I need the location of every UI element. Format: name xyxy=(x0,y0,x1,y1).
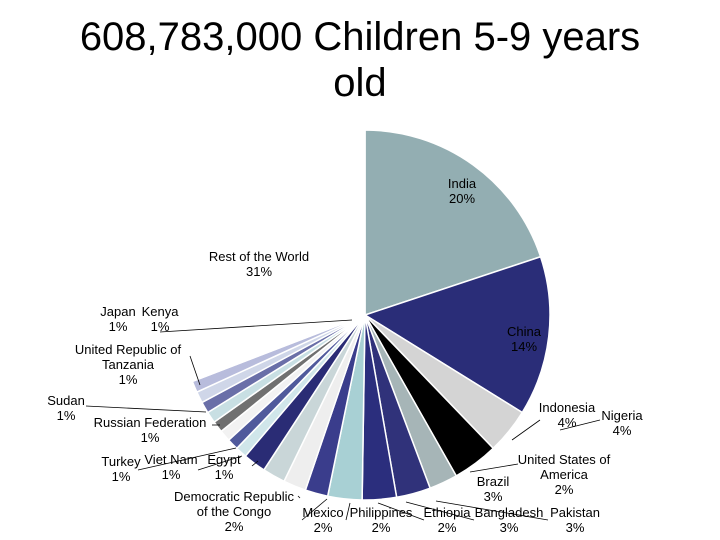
leader-line xyxy=(377,502,425,521)
leader-line xyxy=(435,500,549,521)
leader-line xyxy=(345,502,351,521)
leader-line xyxy=(559,419,601,431)
slice-label: Russian Federation 1% xyxy=(94,415,207,445)
slice-label: Turkey 1% xyxy=(101,454,141,484)
leader-line xyxy=(137,447,237,471)
slice-label: Egypt 1% xyxy=(207,452,241,482)
slice-labels: India 20% China 14% Indonesia 4% Nigeria 4% Unit… xyxy=(47,176,643,535)
leader-line xyxy=(85,405,207,413)
leader-line xyxy=(189,355,201,386)
leader-line xyxy=(297,495,301,499)
slice-label: Mexico 2% xyxy=(302,505,343,535)
slice-label: China 14% xyxy=(507,324,542,354)
slice-label: Viet Nam 1% xyxy=(144,452,197,482)
slice-label: India 20% xyxy=(448,176,477,206)
leader-line xyxy=(197,455,243,471)
leader-line xyxy=(159,319,353,333)
leader-line xyxy=(301,498,328,521)
leader-line xyxy=(511,419,541,441)
chart-title: 608,783,000 Children 5-9 years old xyxy=(0,14,720,106)
leader-line xyxy=(469,463,519,473)
slice-label: Nigeria 4% xyxy=(601,408,643,438)
chart-title-line-2: old xyxy=(333,61,387,105)
leader-line xyxy=(405,501,475,521)
leader-line xyxy=(251,460,259,467)
pie-slice xyxy=(179,129,366,383)
slice-label: Pakistan 3% xyxy=(550,505,600,535)
slice-label: Bangladesh 3% xyxy=(475,505,544,535)
slice-label: Kenya 1% xyxy=(142,304,180,334)
slice-label: United States of America 2% xyxy=(518,452,611,497)
slice-label: Philippines 2% xyxy=(350,505,413,535)
slice-label: Ethiopia 2% xyxy=(424,505,472,535)
slice-label: Brazil 3% xyxy=(477,474,510,504)
slice-label: Sudan 1% xyxy=(47,393,85,423)
chart-title-line-1: 608,783,000 Children 5-9 years xyxy=(79,15,641,59)
leader-lines xyxy=(85,319,601,521)
pie-slice xyxy=(363,255,551,414)
pie-slices xyxy=(179,129,551,501)
pie-slice xyxy=(364,129,542,317)
slice-label: Japan 1% xyxy=(100,304,135,334)
slice-label: Democratic Republic of the Congo 2% xyxy=(174,489,294,534)
slice-label: Indonesia 4% xyxy=(539,400,596,430)
slice-label: United Republic of Tanzania 1% xyxy=(75,342,182,387)
slice-label: Rest of the World 31% xyxy=(209,249,309,279)
